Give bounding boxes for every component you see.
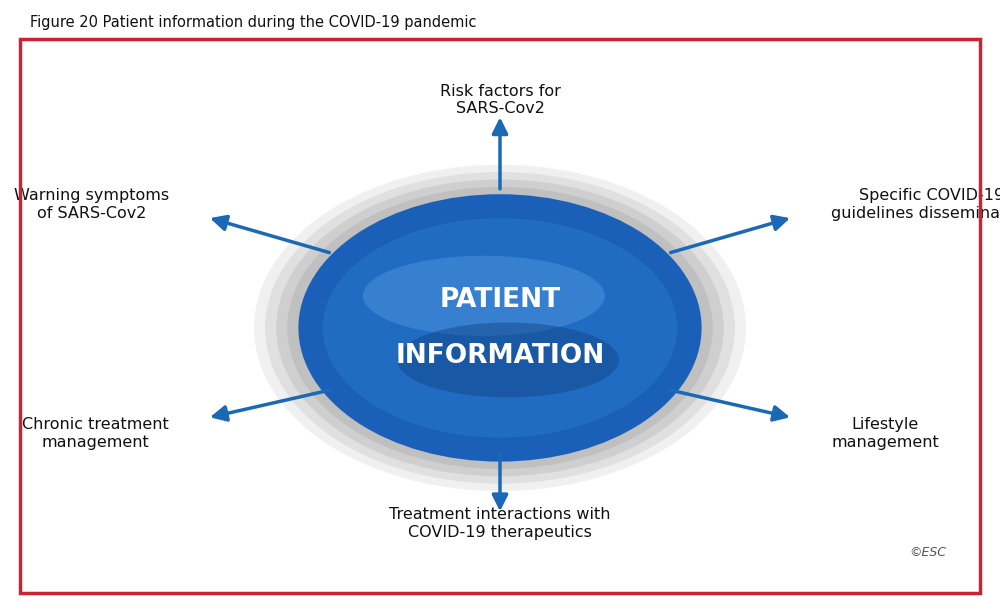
- Text: ©ESC: ©ESC: [909, 546, 946, 559]
- Ellipse shape: [397, 322, 619, 397]
- Text: Risk factors for
SARS-Cov2: Risk factors for SARS-Cov2: [440, 83, 560, 116]
- Ellipse shape: [287, 187, 713, 469]
- Ellipse shape: [363, 256, 605, 336]
- Ellipse shape: [254, 165, 746, 491]
- Text: Specific COVID-19
guidelines dissemination: Specific COVID-19 guidelines disseminati…: [831, 188, 1000, 221]
- Text: Lifestyle
management: Lifestyle management: [831, 417, 939, 450]
- Text: Warning symptoms
of SARS-Cov2: Warning symptoms of SARS-Cov2: [14, 188, 169, 221]
- Text: PATIENT: PATIENT: [439, 287, 561, 313]
- Ellipse shape: [298, 194, 702, 462]
- Text: Chronic treatment
management: Chronic treatment management: [22, 417, 169, 450]
- Text: INFORMATION: INFORMATION: [395, 343, 605, 369]
- Ellipse shape: [276, 180, 724, 476]
- Ellipse shape: [265, 172, 735, 483]
- Text: Figure 20 Patient information during the COVID-19 pandemic: Figure 20 Patient information during the…: [30, 15, 477, 30]
- Text: Treatment interactions with
COVID-19 therapeutics: Treatment interactions with COVID-19 the…: [389, 508, 611, 540]
- Ellipse shape: [323, 218, 677, 437]
